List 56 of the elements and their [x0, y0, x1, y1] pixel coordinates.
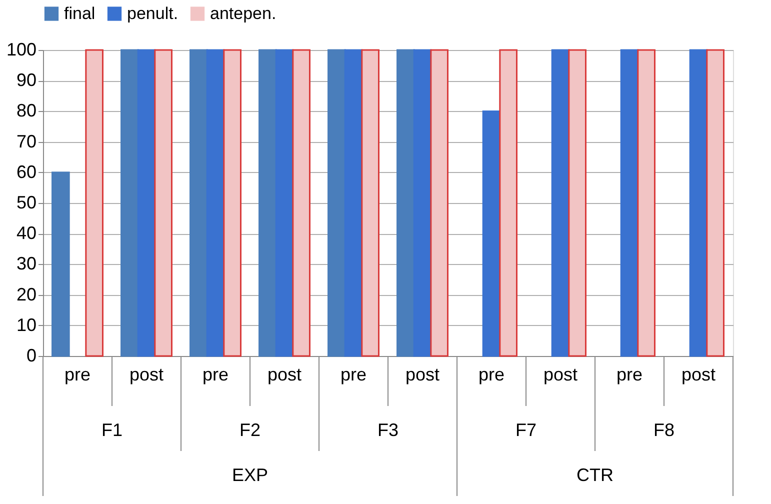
bar	[482, 110, 501, 357]
bar	[328, 49, 346, 357]
text: F3	[377, 420, 399, 440]
bar	[620, 49, 639, 357]
x-tick-label: pre	[64, 364, 91, 384]
y-tick-label: 30	[16, 254, 36, 274]
x-tick-label: post	[405, 364, 440, 384]
x-tick-label: pre	[616, 364, 643, 384]
y-tick-label: 90	[16, 70, 36, 90]
y-tick-label: 70	[16, 131, 36, 152]
y-tick-label: 50	[16, 192, 36, 212]
bar	[258, 49, 277, 357]
x-tick-label: pre	[340, 364, 367, 384]
text: F1	[101, 420, 123, 440]
y-tick-label: 40	[16, 223, 36, 244]
legend-label: penult.	[127, 4, 178, 23]
y-tick-label: 0	[26, 346, 36, 366]
bar	[52, 172, 70, 357]
bar	[85, 49, 104, 357]
bar	[120, 49, 139, 357]
x-tick-label: post	[267, 364, 302, 384]
text: EXP	[232, 465, 268, 485]
bar	[206, 49, 225, 357]
y-tick-label: 20	[16, 284, 36, 304]
x-tick-label: post	[543, 364, 578, 384]
y-tick-label: 100	[6, 40, 36, 60]
text: CTR	[576, 465, 614, 485]
legend-label: final	[64, 4, 96, 23]
text: F8	[653, 420, 675, 440]
bar	[223, 49, 242, 357]
bar	[413, 49, 432, 357]
bar	[190, 49, 208, 357]
bar	[344, 49, 363, 357]
x-tick-label: pre	[478, 364, 505, 384]
bar	[275, 49, 294, 357]
bar	[706, 49, 724, 357]
bar	[137, 49, 156, 357]
x-tick-label: post	[681, 364, 716, 384]
bar	[689, 49, 708, 357]
bar	[499, 49, 518, 357]
legend-label: antepen.	[210, 4, 276, 23]
bar	[430, 49, 448, 357]
y-tick-label: 10	[16, 314, 36, 335]
text: F2	[239, 420, 261, 440]
bar	[637, 49, 656, 357]
text: F7	[515, 420, 537, 440]
bar	[361, 49, 380, 357]
x-tick-label: pre	[202, 364, 229, 384]
bar	[551, 49, 570, 357]
bar	[292, 49, 310, 357]
bar	[154, 49, 172, 357]
y-tick-label: 80	[16, 100, 36, 121]
y-tick-label: 60	[16, 162, 36, 182]
x-tick-label: post	[129, 364, 164, 384]
bar	[568, 49, 586, 357]
bar	[396, 49, 415, 357]
